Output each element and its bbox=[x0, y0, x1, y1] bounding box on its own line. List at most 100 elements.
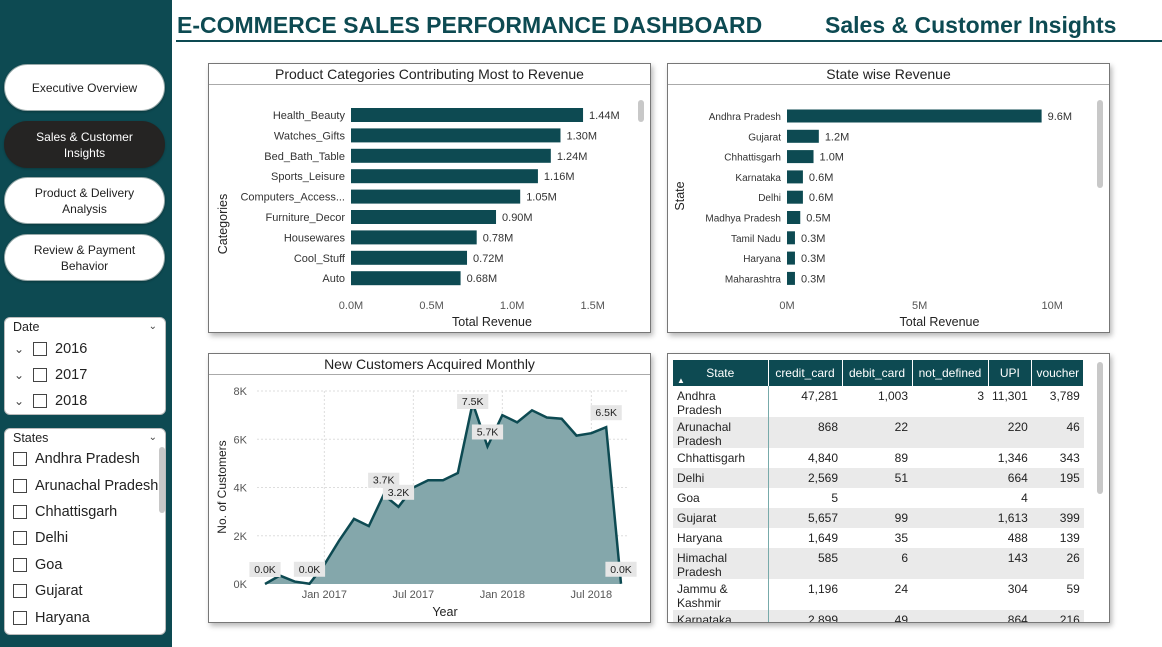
table-cell-value: 868 bbox=[768, 417, 842, 448]
table-cell-value: 22 bbox=[842, 417, 912, 448]
col-header-voucher[interactable]: voucher bbox=[1031, 360, 1085, 386]
col-header-debit-card[interactable]: debit_card bbox=[842, 360, 913, 386]
table-row[interactable]: Haryana 1,649 35 488 139 bbox=[673, 528, 1084, 548]
table-cell-value: 89 bbox=[894, 451, 908, 465]
category-label: Chhattisgarh bbox=[724, 153, 781, 164]
table-cell-value: 3 bbox=[977, 389, 984, 403]
table-row[interactable]: Karnataka 2,899 49 864 216 bbox=[673, 610, 1084, 622]
bar bbox=[787, 190, 803, 204]
table-header-row: State ▲ credit_card debit_card not_define… bbox=[673, 360, 1085, 386]
nav-executive-overview[interactable]: Executive Overview bbox=[4, 64, 165, 111]
col-header-state[interactable]: State ▲ bbox=[673, 360, 769, 386]
bar-value-label: 1.2M bbox=[825, 131, 849, 143]
state-item-gujarat[interactable]: Gujarat bbox=[13, 579, 83, 603]
data-label-box bbox=[382, 484, 415, 500]
checkbox[interactable] bbox=[13, 584, 27, 598]
nav-sales-customer-insights[interactable]: Sales & Customer Insights bbox=[4, 121, 165, 168]
chevron-down-icon[interactable]: ⌄ bbox=[148, 432, 157, 443]
y-tick-label: 8K bbox=[234, 386, 248, 398]
data-label-box bbox=[590, 405, 622, 421]
state-item-haryana[interactable]: Haryana bbox=[13, 606, 90, 630]
new-customers-chart[interactable]: New Customers Acquired Monthly 0K 2K 4K 6K 8… bbox=[208, 353, 651, 623]
table-row[interactable]: Chhattisgarh 4,840 89 1,346 343 bbox=[673, 448, 1084, 468]
x-tick-label: Jan 2017 bbox=[302, 589, 347, 601]
states-scrollbar[interactable] bbox=[159, 447, 165, 513]
bar-value-label: 0.6M bbox=[809, 192, 833, 204]
table-cell-value: 35 bbox=[894, 531, 908, 545]
x-tick-label: 1.5M bbox=[580, 300, 604, 312]
col-header-credit-card[interactable]: credit_card bbox=[768, 360, 843, 386]
states-slicer-title: States bbox=[13, 431, 49, 445]
col-header-upi[interactable]: UPI bbox=[988, 360, 1033, 386]
data-label-box bbox=[605, 561, 637, 577]
checkbox[interactable] bbox=[13, 531, 27, 545]
checkbox[interactable] bbox=[33, 342, 47, 356]
data-label-box bbox=[457, 394, 489, 409]
table-cell-value: 6 bbox=[842, 548, 912, 579]
checkbox[interactable] bbox=[13, 479, 27, 493]
checkbox[interactable] bbox=[33, 394, 47, 408]
date-item-2017[interactable]: ⌄ 2017 bbox=[11, 363, 87, 387]
table-row[interactable]: Gujarat 5,657 99 1,613 399 bbox=[673, 508, 1084, 528]
category-chart-scrollbar[interactable] bbox=[638, 100, 644, 122]
table-row[interactable]: Arunachal Pradesh 868 22 220 46 bbox=[673, 417, 1084, 448]
checkbox[interactable] bbox=[13, 558, 27, 572]
table-cell-value: 2,569 bbox=[768, 468, 842, 488]
table-cell-value: 24 bbox=[894, 582, 908, 596]
expand-chevron-icon[interactable]: ⌄ bbox=[13, 342, 25, 356]
state-chart-scrollbar[interactable] bbox=[1097, 100, 1103, 188]
bar-value-label: 0.6M bbox=[809, 172, 833, 184]
table-scrollbar[interactable] bbox=[1097, 362, 1103, 494]
y-axis-title: Categories bbox=[216, 194, 230, 254]
category-label: Cool_Stuff bbox=[294, 253, 346, 265]
expand-chevron-icon[interactable]: ⌄ bbox=[13, 368, 25, 382]
category-label: Maharashtra bbox=[725, 274, 782, 285]
nav-product-delivery-analysis[interactable]: Product & Delivery Analysis bbox=[4, 177, 165, 224]
category-label: Karnataka bbox=[735, 173, 781, 184]
col-header-not-defined[interactable]: not_defined bbox=[912, 360, 989, 386]
table-row[interactable]: Himachal Pradesh 585 6 143 26 bbox=[673, 548, 1084, 579]
checkbox[interactable] bbox=[13, 505, 27, 519]
table-cell-value: 1,649 bbox=[807, 531, 838, 545]
chevron-down-icon[interactable]: ⌄ bbox=[148, 321, 157, 332]
state-revenue-chart[interactable]: State wise Revenue Andhra Pradesh 9.6M Guj… bbox=[667, 63, 1110, 333]
state-item-arunachal-pradesh[interactable]: Arunachal Pradesh bbox=[13, 474, 158, 498]
table-cell-state: Himachal Pradesh bbox=[673, 548, 769, 579]
bar bbox=[351, 148, 551, 163]
category-label: Andhra Pradesh bbox=[709, 112, 781, 123]
table-row[interactable]: Delhi 2,569 51 664 195 bbox=[673, 468, 1084, 488]
nav-review-payment-behavior[interactable]: Review & Payment Behavior bbox=[4, 234, 165, 281]
bar-value-label: 0.90M bbox=[502, 212, 533, 224]
table-cell-value: 139 bbox=[1059, 531, 1080, 545]
checkbox[interactable] bbox=[13, 452, 27, 466]
checkbox[interactable] bbox=[13, 611, 27, 625]
table-cell-value: 399 bbox=[1031, 508, 1084, 528]
table-row[interactable]: Goa 5 4 bbox=[673, 488, 1084, 508]
state-item-delhi[interactable]: Delhi bbox=[13, 526, 68, 550]
header-divider bbox=[176, 40, 1162, 42]
category-label: Housewares bbox=[284, 232, 346, 244]
date-slicer-title: Date bbox=[13, 320, 40, 334]
checkbox[interactable] bbox=[33, 368, 47, 382]
category-label: Health_Beauty bbox=[273, 110, 346, 122]
table-cell-value bbox=[912, 448, 988, 468]
table-row[interactable]: Jammu & Kashmir 1,196 24 304 59 bbox=[673, 579, 1084, 610]
bar bbox=[787, 271, 795, 285]
state-chart-svg: Andhra Pradesh 9.6M Gujarat 1.2M Chhattisgar… bbox=[673, 109, 1072, 329]
state-item-goa[interactable]: Goa bbox=[13, 553, 62, 577]
expand-chevron-icon[interactable]: ⌄ bbox=[13, 394, 25, 408]
category-label: Madhya Pradesh bbox=[705, 214, 781, 225]
y-tick-label: 6K bbox=[234, 434, 248, 446]
data-label-box bbox=[249, 562, 281, 577]
table-row[interactable]: Andhra Pradesh 47,281 1,003 3 11,301 3,789 bbox=[673, 386, 1084, 417]
bar bbox=[787, 231, 795, 245]
date-item-2016[interactable]: ⌄ 2016 bbox=[11, 337, 87, 361]
bar-value-label: 1.05M bbox=[526, 192, 557, 204]
date-item-2018[interactable]: ⌄ 2018 bbox=[11, 389, 87, 413]
table-cell-value bbox=[842, 488, 912, 508]
state-item-chhattisgarh[interactable]: Chhattisgarh bbox=[13, 500, 117, 524]
state-item-andhra-pradesh[interactable]: Andhra Pradesh bbox=[13, 447, 140, 471]
bar-value-label: 0.78M bbox=[483, 232, 514, 244]
table-cell-value: 864 bbox=[988, 610, 1032, 622]
category-revenue-chart[interactable]: Product Categories Contributing Most to … bbox=[208, 63, 651, 333]
